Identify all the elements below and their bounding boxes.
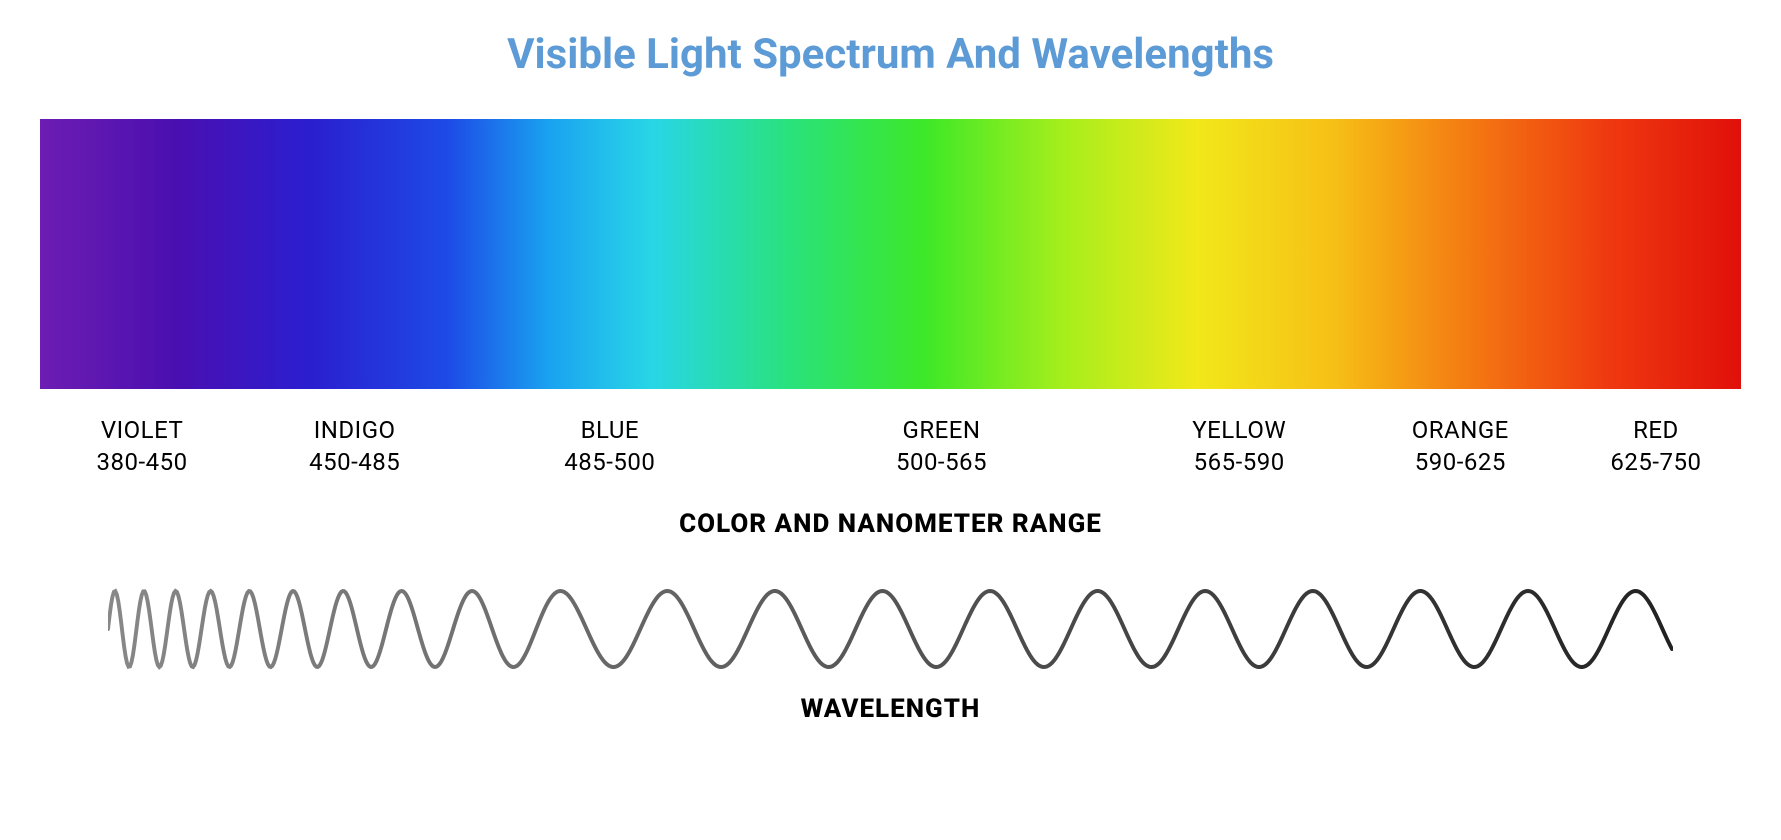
color-name: BLUE — [465, 414, 754, 446]
color-name: YELLOW — [1129, 414, 1350, 446]
color-label-blue: BLUE485-500 — [465, 414, 754, 479]
color-name: INDIGO — [244, 414, 465, 446]
color-name: VIOLET — [40, 414, 244, 446]
color-range: 590-625 — [1350, 446, 1571, 478]
spectrum-gradient-bar — [40, 119, 1741, 389]
color-range: 565-590 — [1129, 446, 1350, 478]
page-title: Visible Light Spectrum And Wavelengths — [40, 30, 1741, 79]
wavelength-wave-icon — [108, 579, 1673, 679]
color-label-yellow: YELLOW565-590 — [1129, 414, 1350, 479]
color-label-green: GREEN500-565 — [754, 414, 1128, 479]
color-label-indigo: INDIGO450-485 — [244, 414, 465, 479]
color-range: 500-565 — [754, 446, 1128, 478]
color-range-heading: COLOR AND NANOMETER RANGE — [40, 509, 1741, 539]
wavelength-heading: WAVELENGTH — [40, 694, 1741, 724]
color-range: 625-750 — [1571, 446, 1741, 478]
color-name: ORANGE — [1350, 414, 1571, 446]
color-range: 485-500 — [465, 446, 754, 478]
color-label-violet: VIOLET380-450 — [40, 414, 244, 479]
color-name: RED — [1571, 414, 1741, 446]
color-label-orange: ORANGE590-625 — [1350, 414, 1571, 479]
color-range: 380-450 — [40, 446, 244, 478]
color-range: 450-485 — [244, 446, 465, 478]
color-name: GREEN — [754, 414, 1128, 446]
color-labels-row: VIOLET380-450INDIGO450-485BLUE485-500GRE… — [40, 414, 1741, 479]
color-label-red: RED625-750 — [1571, 414, 1741, 479]
wavelength-wave-container — [108, 579, 1673, 679]
